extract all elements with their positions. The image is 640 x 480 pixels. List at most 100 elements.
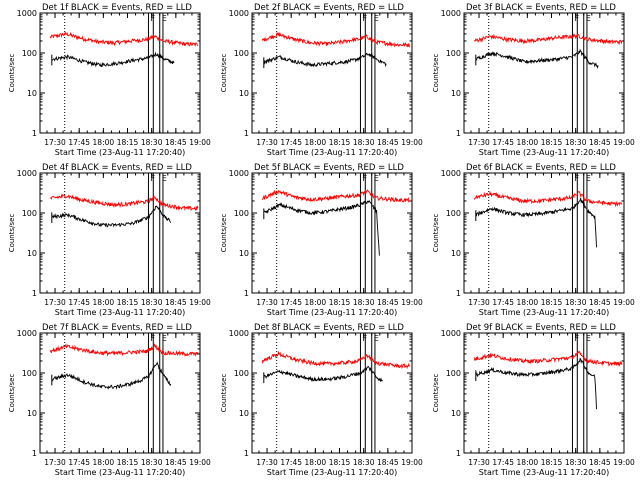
y-tick-label: 1000	[17, 9, 37, 18]
x-tick-label: 18:00	[517, 138, 539, 147]
y-tick-label: 100	[22, 49, 37, 58]
detector-panel-2: Det 2f BLACK = Events, RED = LLD 1 10 100 10…	[220, 3, 423, 157]
x-tick-label: 18:30	[141, 458, 163, 467]
x-tick-label: 18:45	[165, 298, 187, 307]
x-tick-label: 18:30	[565, 458, 587, 467]
events-series-line	[51, 51, 175, 68]
x-tick-label: 18:15	[117, 298, 139, 307]
y-tick-label: 1000	[441, 329, 461, 338]
x-axis-label: Start Time (23-Aug-11 17:20:40)	[479, 308, 610, 317]
plot-frame	[39, 172, 201, 294]
y-tick-label: 100	[22, 209, 37, 218]
flare-box-label: E	[162, 14, 167, 23]
flare-box-label: E	[162, 334, 167, 343]
y-tick-label: 100	[446, 369, 461, 378]
panel-title: Det 1f BLACK = Events, RED = LLD	[42, 3, 192, 13]
x-tick-label: 18:00	[305, 458, 327, 467]
x-tick-label: 19:00	[401, 458, 423, 467]
plot-frame	[463, 172, 625, 294]
x-axis-label: Start Time (23-Aug-11 17:20:40)	[267, 308, 398, 317]
detector-panel-8: Det 8f BLACK = Events, RED = LLD 1 10 100 10…	[220, 323, 423, 477]
plot-frame	[463, 12, 625, 134]
flare-box-label: F	[150, 334, 155, 343]
x-tick-label: 19:00	[189, 298, 211, 307]
y-tick-label: 10	[451, 409, 461, 418]
detector-panel-7: Det 7f BLACK = Events, RED = LLD 1 10 100 10…	[8, 323, 211, 477]
y-tick-label: 1000	[229, 9, 249, 18]
x-axis-label: Start Time (23-Aug-11 17:20:40)	[479, 468, 610, 477]
flare-box-label: F	[362, 174, 367, 183]
y-axis-label: Counts/sec	[8, 214, 16, 253]
y-tick-label: 100	[446, 209, 461, 218]
x-tick-label: 18:15	[541, 298, 563, 307]
flare-box-label: F	[362, 14, 367, 23]
x-tick-label: 17:30	[44, 298, 66, 307]
y-axis-label: Counts/sec	[432, 54, 440, 93]
x-tick-label: 17:30	[256, 458, 278, 467]
y-tick-label: 1000	[229, 329, 249, 338]
detector-panel-9: Det 9f BLACK = Events, RED = LLD 1 10 100 10…	[432, 323, 635, 477]
x-tick-label: 18:30	[141, 298, 163, 307]
x-tick-label: 18:30	[565, 298, 587, 307]
x-tick-label: 18:00	[305, 298, 327, 307]
y-tick-label: 1	[244, 449, 249, 458]
panel-title: Det 2f BLACK = Events, RED = LLD	[254, 3, 404, 13]
flare-box-label: F	[574, 14, 579, 23]
detector-panel-4: Det 4f BLACK = Events, RED = LLD 1 10 100 10…	[8, 163, 211, 317]
lld-series-line	[50, 193, 199, 212]
x-tick-label: 19:00	[401, 138, 423, 147]
x-tick-label: 18:15	[117, 458, 139, 467]
x-tick-label: 18:45	[165, 138, 187, 147]
x-tick-label: 17:30	[44, 458, 66, 467]
x-axis-label: Start Time (23-Aug-11 17:20:40)	[479, 148, 610, 157]
flare-box-label: E	[374, 334, 379, 343]
y-tick-label: 10	[239, 249, 249, 258]
y-tick-label: 100	[234, 49, 249, 58]
y-axis-label: Counts/sec	[220, 374, 228, 413]
x-tick-label: 18:30	[353, 298, 375, 307]
x-axis-label: Start Time (23-Aug-11 17:20:40)	[55, 468, 186, 477]
flare-box-label: E	[374, 174, 379, 183]
x-tick-label: 18:45	[377, 138, 399, 147]
flare-box-label: E	[586, 334, 591, 343]
events-series-line	[51, 205, 172, 228]
plot-frame	[39, 12, 201, 134]
x-tick-label: 17:30	[468, 298, 490, 307]
panel-title: Det 6f BLACK = Events, RED = LLD	[466, 163, 616, 173]
y-tick-label: 1	[32, 289, 37, 298]
x-tick-label: 18:45	[589, 298, 611, 307]
x-tick-label: 17:45	[492, 458, 514, 467]
y-tick-label: 1	[32, 129, 37, 138]
events-series-line	[263, 52, 387, 68]
x-axis-label: Start Time (23-Aug-11 17:20:40)	[55, 308, 186, 317]
x-tick-label: 18:15	[329, 298, 351, 307]
x-tick-label: 18:00	[93, 458, 115, 467]
panel-title: Det 7f BLACK = Events, RED = LLD	[42, 323, 192, 333]
y-tick-label: 1000	[17, 329, 37, 338]
plot-frame	[251, 12, 413, 134]
x-tick-label: 17:45	[492, 138, 514, 147]
x-tick-label: 19:00	[613, 138, 635, 147]
flare-box-label: F	[150, 14, 155, 23]
x-tick-label: 18:00	[517, 298, 539, 307]
lld-series-line	[261, 31, 411, 48]
panel-title: Det 8f BLACK = Events, RED = LLD	[254, 323, 404, 333]
x-tick-label: 17:30	[468, 138, 490, 147]
x-tick-label: 17:30	[256, 138, 278, 147]
x-tick-label: 17:30	[468, 458, 490, 467]
plot-frame	[251, 332, 413, 454]
detector-panel-5: Det 5f BLACK = Events, RED = LLD 1 10 100 10…	[220, 163, 423, 317]
lld-series-line	[473, 190, 623, 208]
lld-series-line	[473, 350, 623, 367]
lld-series-line	[473, 33, 623, 46]
y-tick-label: 100	[446, 49, 461, 58]
plot-frame	[39, 332, 201, 454]
x-tick-label: 19:00	[613, 298, 635, 307]
panel-title: Det 9f BLACK = Events, RED = LLD	[466, 323, 616, 333]
detector-panel-6: Det 6f BLACK = Events, RED = LLD 1 10 100 10…	[432, 163, 635, 317]
y-axis-label: Counts/sec	[220, 54, 228, 93]
flare-box-label: F	[574, 334, 579, 343]
flare-box-label: E	[162, 174, 167, 183]
x-tick-label: 18:00	[305, 138, 327, 147]
